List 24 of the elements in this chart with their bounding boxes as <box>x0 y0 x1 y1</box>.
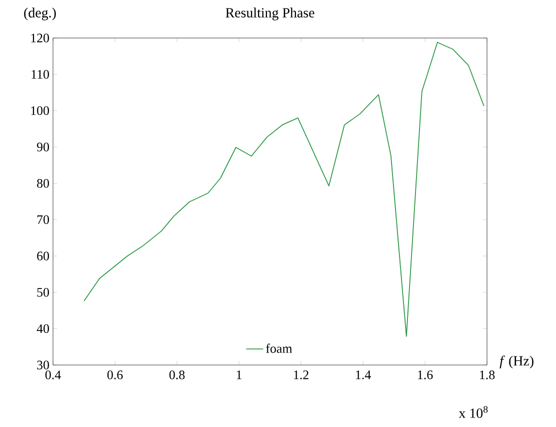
y-tick-label: 110 <box>32 70 49 79</box>
text: x 10$^{8}$ <box>458 406 488 418</box>
x-tick-label: 1.6 <box>418 370 433 380</box>
y-tick-label: 80 <box>37 178 49 188</box>
legend-label: foam <box>266 344 292 353</box>
x-tick-label: 0.4 <box>45 370 61 380</box>
y-tick-label: 90 <box>36 142 49 152</box>
x-tick-label: 1 <box>236 370 242 380</box>
y-tick-label: 60 <box>37 252 49 260</box>
x-tick-label: 1.8 <box>480 370 495 380</box>
x-tick-label: 0.8 <box>169 370 185 380</box>
y-tick-label: 50 <box>37 288 49 297</box>
y-tick-label: 40 <box>36 324 49 334</box>
x-tick-label: 1.2 <box>294 370 308 380</box>
y-tick-label: 100 <box>31 106 49 116</box>
x-axis-title: f (Hz) <box>500 356 534 368</box>
line-series <box>84 42 484 337</box>
chart-title: Resulting Phase <box>226 8 314 20</box>
x-tick-label: 1.4 <box>356 370 371 380</box>
y-tick-label: 30 <box>37 360 49 370</box>
y-axis-title: (deg.) <box>24 8 56 20</box>
x-tick-label: 0.6 <box>107 370 123 380</box>
y-tick-label: 120 <box>31 34 49 42</box>
y-tick-label: 70 <box>37 215 49 224</box>
